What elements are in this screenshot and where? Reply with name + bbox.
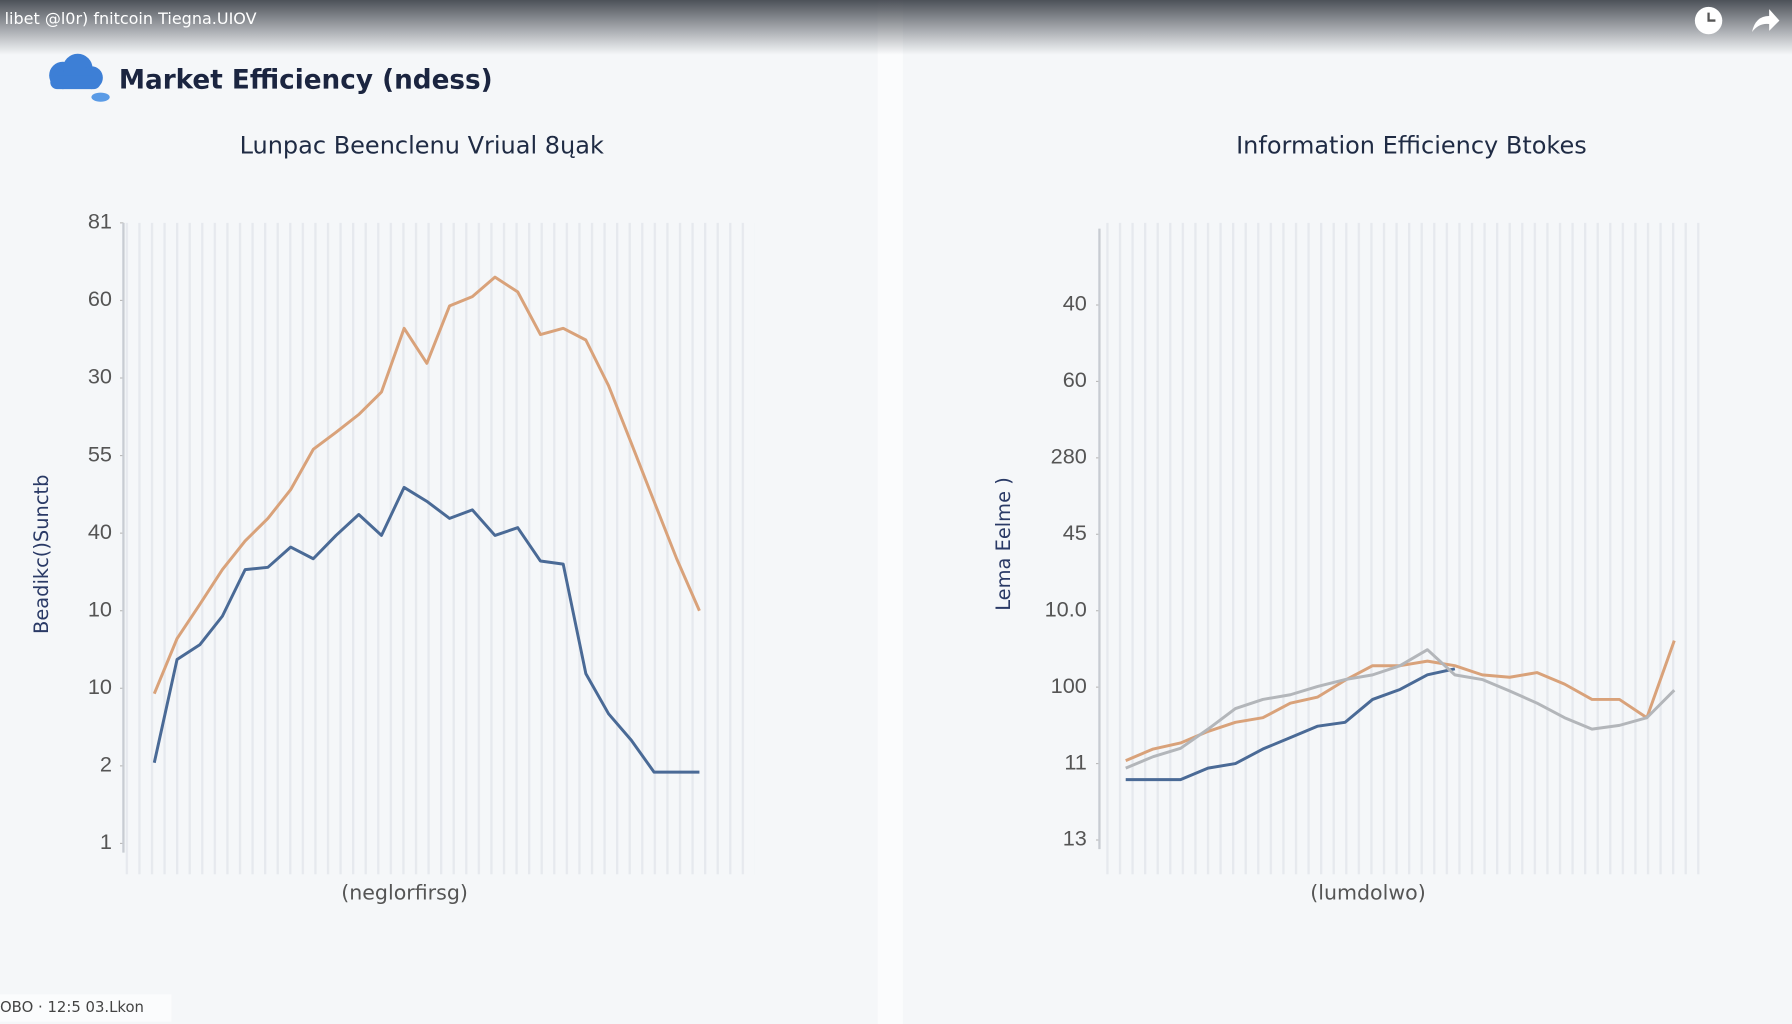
y-tick-label: 10 — [88, 674, 112, 699]
line-series — [1125, 667, 1456, 782]
y-tick-label: 10.0 — [1045, 596, 1087, 621]
y-tick-label: 1 — [100, 829, 112, 854]
y-tick-label: 60 — [88, 286, 112, 311]
y-tick-label: 11 — [1064, 749, 1087, 774]
plot-background — [1099, 222, 1706, 875]
footer-text: OBO · 12:5 03.Lkon — [0, 998, 144, 1016]
y-tick-label: 280 — [1051, 444, 1087, 469]
x-axis-label: (neglorfirsg) — [341, 881, 468, 905]
top-bar — [0, 0, 1792, 55]
y-tick-label: 10 — [88, 596, 112, 621]
y-tick-label: 40 — [88, 519, 112, 544]
plot-background — [123, 222, 755, 875]
y-tick-label: 55 — [88, 441, 112, 466]
logo — [49, 53, 110, 102]
line-series — [152, 485, 700, 774]
y-tick-label: 2 — [100, 752, 112, 777]
y-axis-label: Lema Eelme ) — [992, 477, 1015, 611]
page-title: Market Efficiency (ndess) — [119, 66, 493, 96]
y-tick-label: 81 — [88, 209, 112, 234]
share-icon[interactable] — [1752, 9, 1780, 33]
divider — [877, 0, 903, 1024]
y-tick-label: 45 — [1063, 520, 1087, 545]
x-axis-label: (lumdolwo) — [1310, 881, 1426, 905]
y-tick-label: 13 — [1063, 826, 1087, 851]
video-title: libet @l0r) fnitcoin Tiegna.UIOV — [5, 9, 257, 28]
line-series — [152, 275, 701, 695]
y-tick-label: 30 — [88, 364, 112, 389]
y-tick-label: 60 — [1063, 367, 1087, 392]
y-tick-label: 100 — [1051, 673, 1087, 698]
clock-hand — [1707, 12, 1716, 22]
footer-bg — [0, 994, 172, 1022]
y-tick-label: 40 — [1063, 291, 1087, 316]
chart-title: Lunpac Beenclenu Vriual 8ųak — [240, 131, 604, 159]
y-axis-label: Beadikc()Sunctb — [30, 475, 53, 634]
chart-title: Information Efficiency Btokes — [1236, 131, 1587, 159]
line-series — [1125, 648, 1676, 770]
